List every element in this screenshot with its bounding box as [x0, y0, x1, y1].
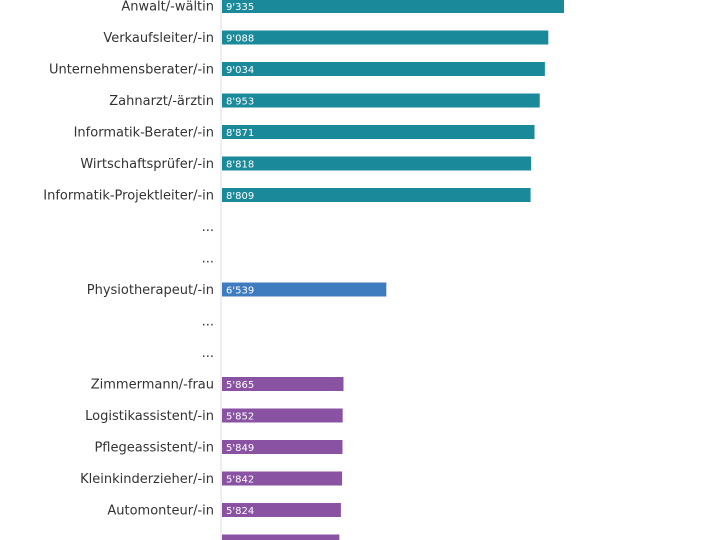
category-label: Verkaufsleiter/-in	[103, 31, 214, 46]
bar-row: Physiotherapeut/-in 6'539	[87, 282, 387, 298]
category-label: Wirtschaftsprüfer/-in	[80, 157, 214, 172]
bar	[222, 503, 341, 517]
category-label: Zahnarzt/-ärztin	[109, 94, 214, 109]
bar	[222, 93, 540, 108]
bar	[222, 440, 343, 454]
bar-row: Anwalt/-wältin 9'335	[121, 0, 564, 15]
bar-row: Logistikassistent/-in 5'852	[85, 408, 343, 424]
value-label: 6'539	[226, 285, 254, 296]
category-label: Anwalt/-wältin	[121, 0, 214, 15]
value-label: 5'824	[226, 506, 254, 517]
bar-row: Informatik-Berater/-in 8'871	[74, 125, 535, 141]
category-label: ...	[202, 346, 214, 361]
bar-row: ...	[202, 220, 214, 235]
bar-row: ...	[202, 346, 214, 361]
bar-row: Kleinkinderzieher/-in 5'842	[80, 471, 343, 487]
bar	[222, 125, 535, 139]
bar	[222, 156, 532, 171]
value-label: 5'842	[226, 474, 254, 485]
bar-row: Zimmermann/-frau 5'865	[91, 377, 344, 393]
value-label: 8'809	[226, 191, 254, 202]
bar-row: Unternehmensberater/-in 9'034	[49, 62, 545, 78]
bar-row: Verkaufsleiter/-in 9'088	[103, 30, 549, 46]
value-label: 5'865	[226, 380, 254, 391]
bar	[222, 0, 564, 13]
category-label: Pflegeassistent/-in	[94, 441, 214, 456]
bar	[222, 408, 343, 423]
bar-row: Informatik-Projektleiter/-in 8'809	[43, 188, 531, 204]
bar	[222, 30, 549, 45]
value-label: 5'852	[226, 411, 254, 422]
value-label: 5'849	[226, 443, 254, 454]
category-label: Informatik-Projektleiter/-in	[43, 189, 214, 204]
category-label: ...	[202, 220, 214, 235]
bar-row	[222, 534, 340, 540]
value-label: 8'871	[226, 128, 254, 139]
bar-row: Pflegeassistent/-in 5'849	[94, 440, 343, 456]
bar-row: Automonteur/-in 5'824	[107, 503, 341, 519]
bar	[222, 534, 340, 540]
value-label: 8'818	[226, 159, 254, 170]
bar	[222, 377, 344, 391]
category-label: ...	[202, 252, 214, 267]
bar	[222, 188, 531, 202]
category-label: Kleinkinderzieher/-in	[80, 472, 214, 487]
category-label: Logistikassistent/-in	[85, 409, 214, 424]
bar	[222, 62, 545, 76]
category-label: Automonteur/-in	[107, 504, 214, 519]
category-label: ...	[202, 315, 214, 330]
value-label: 9'088	[226, 33, 254, 44]
bar-row: Zahnarzt/-ärztin 8'953	[109, 93, 540, 109]
category-label: Unternehmensberater/-in	[49, 63, 214, 78]
value-label: 9'335	[226, 2, 254, 13]
value-label: 8'953	[226, 96, 254, 107]
bar-row: ...	[202, 252, 214, 267]
bar-row: Wirtschaftsprüfer/-in 8'818	[80, 156, 532, 172]
bar	[222, 282, 387, 297]
value-label: 9'034	[226, 65, 254, 76]
bar-row: ...	[202, 315, 214, 330]
bar	[222, 471, 343, 486]
category-label: Zimmermann/-frau	[91, 378, 214, 393]
category-label: Physiotherapeut/-in	[87, 283, 214, 298]
category-label: Informatik-Berater/-in	[74, 126, 214, 141]
